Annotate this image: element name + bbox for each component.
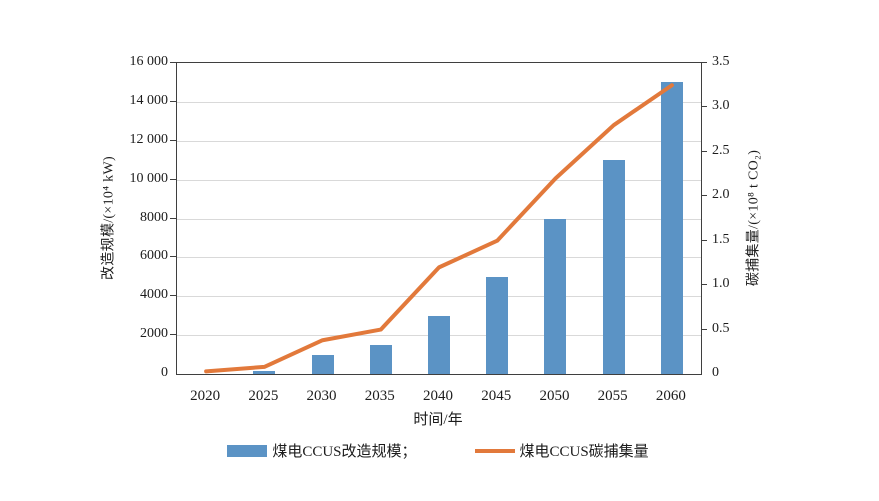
x-tick-label-2045: 2045 bbox=[481, 388, 512, 404]
bar-2055 bbox=[602, 160, 625, 374]
bar-2040 bbox=[428, 315, 450, 374]
capture-line-layer bbox=[204, 83, 674, 374]
gridline bbox=[177, 296, 701, 298]
right-tick-label: 1.5 bbox=[712, 231, 730, 247]
right-tick-mark bbox=[701, 150, 707, 152]
left-tick-mark bbox=[170, 256, 176, 258]
bar-2050 bbox=[544, 218, 567, 374]
right-tick-mark bbox=[701, 284, 707, 286]
legend: 煤电CCUS改造规模； 煤电CCUS碳捕集量 bbox=[176, 440, 700, 461]
gridline bbox=[177, 179, 701, 181]
right-tick-mark bbox=[701, 328, 707, 330]
right-tick-mark bbox=[701, 195, 707, 197]
x-tick-label-2030: 2030 bbox=[306, 388, 337, 404]
bar-2060 bbox=[660, 82, 683, 374]
left-tick-mark bbox=[170, 178, 176, 180]
legend-item-line-series: 煤电CCUS碳捕集量 bbox=[474, 440, 649, 461]
right-axis-title: 碳捕集量/(×10⁸ t CO₂) bbox=[746, 149, 762, 287]
bar-series-swatch-icon bbox=[227, 444, 268, 457]
left-tick-mark bbox=[170, 62, 176, 63]
right-tick-label: 1.0 bbox=[712, 276, 730, 292]
bar-2045 bbox=[486, 276, 509, 374]
left-tick-label: 12 000 bbox=[129, 131, 169, 147]
gridline bbox=[177, 140, 701, 142]
right-tick-label: 3.5 bbox=[712, 54, 730, 69]
left-tick-mark bbox=[170, 139, 176, 141]
right-tick-label: 2.5 bbox=[712, 142, 730, 158]
plot-area bbox=[176, 62, 702, 375]
legend-item-bar-series: 煤电CCUS改造规模； bbox=[227, 440, 417, 461]
left-tick-mark bbox=[170, 217, 176, 219]
left-tick-label: 14 000 bbox=[129, 92, 169, 108]
left-tick-label: 0 bbox=[161, 365, 168, 380]
left-tick-label: 4000 bbox=[140, 287, 168, 303]
x-tick-label-2020: 2020 bbox=[190, 388, 221, 404]
right-tick-label: 2.0 bbox=[712, 187, 730, 203]
left-tick-label: 8000 bbox=[140, 209, 168, 225]
x-tick-label-2060: 2060 bbox=[655, 388, 686, 404]
left-tick-mark bbox=[170, 334, 176, 336]
left-tick-label: 2000 bbox=[140, 326, 168, 342]
gridline bbox=[177, 101, 701, 103]
left-tick-label: 16 000 bbox=[129, 54, 169, 69]
x-tick-label-2055: 2055 bbox=[597, 388, 628, 404]
x-tick-label-2040: 2040 bbox=[423, 388, 453, 404]
right-tick-label: 0.5 bbox=[712, 320, 730, 336]
right-tick-mark bbox=[701, 239, 707, 241]
x-tick-label-2025: 2025 bbox=[248, 388, 279, 404]
legend-label-bar-series: 煤电CCUS改造规模； bbox=[272, 444, 417, 460]
right-tick-mark bbox=[701, 106, 707, 108]
left-tick-mark bbox=[170, 295, 176, 297]
line-series-swatch-icon bbox=[474, 448, 515, 453]
bar-2030 bbox=[311, 354, 334, 374]
capture-line bbox=[204, 83, 674, 374]
bar-2035 bbox=[369, 344, 392, 374]
left-tick-mark bbox=[170, 100, 176, 102]
x-tick-label-2035: 2035 bbox=[364, 388, 395, 404]
legend-label-line-series: 煤电CCUS碳捕集量 bbox=[519, 444, 649, 460]
left-tick-label: 6000 bbox=[140, 248, 168, 264]
right-tick-label: 3.0 bbox=[712, 98, 730, 114]
gridline bbox=[177, 218, 701, 220]
right-tick-label: 0 bbox=[712, 365, 719, 380]
right-tick-mark bbox=[701, 62, 707, 63]
x-tick-label-2050: 2050 bbox=[539, 388, 570, 404]
x-axis-title: 时间/年 bbox=[413, 412, 463, 428]
gridline bbox=[177, 257, 701, 259]
bar-2025 bbox=[253, 371, 276, 374]
left-tick-label: 10 000 bbox=[129, 170, 169, 186]
